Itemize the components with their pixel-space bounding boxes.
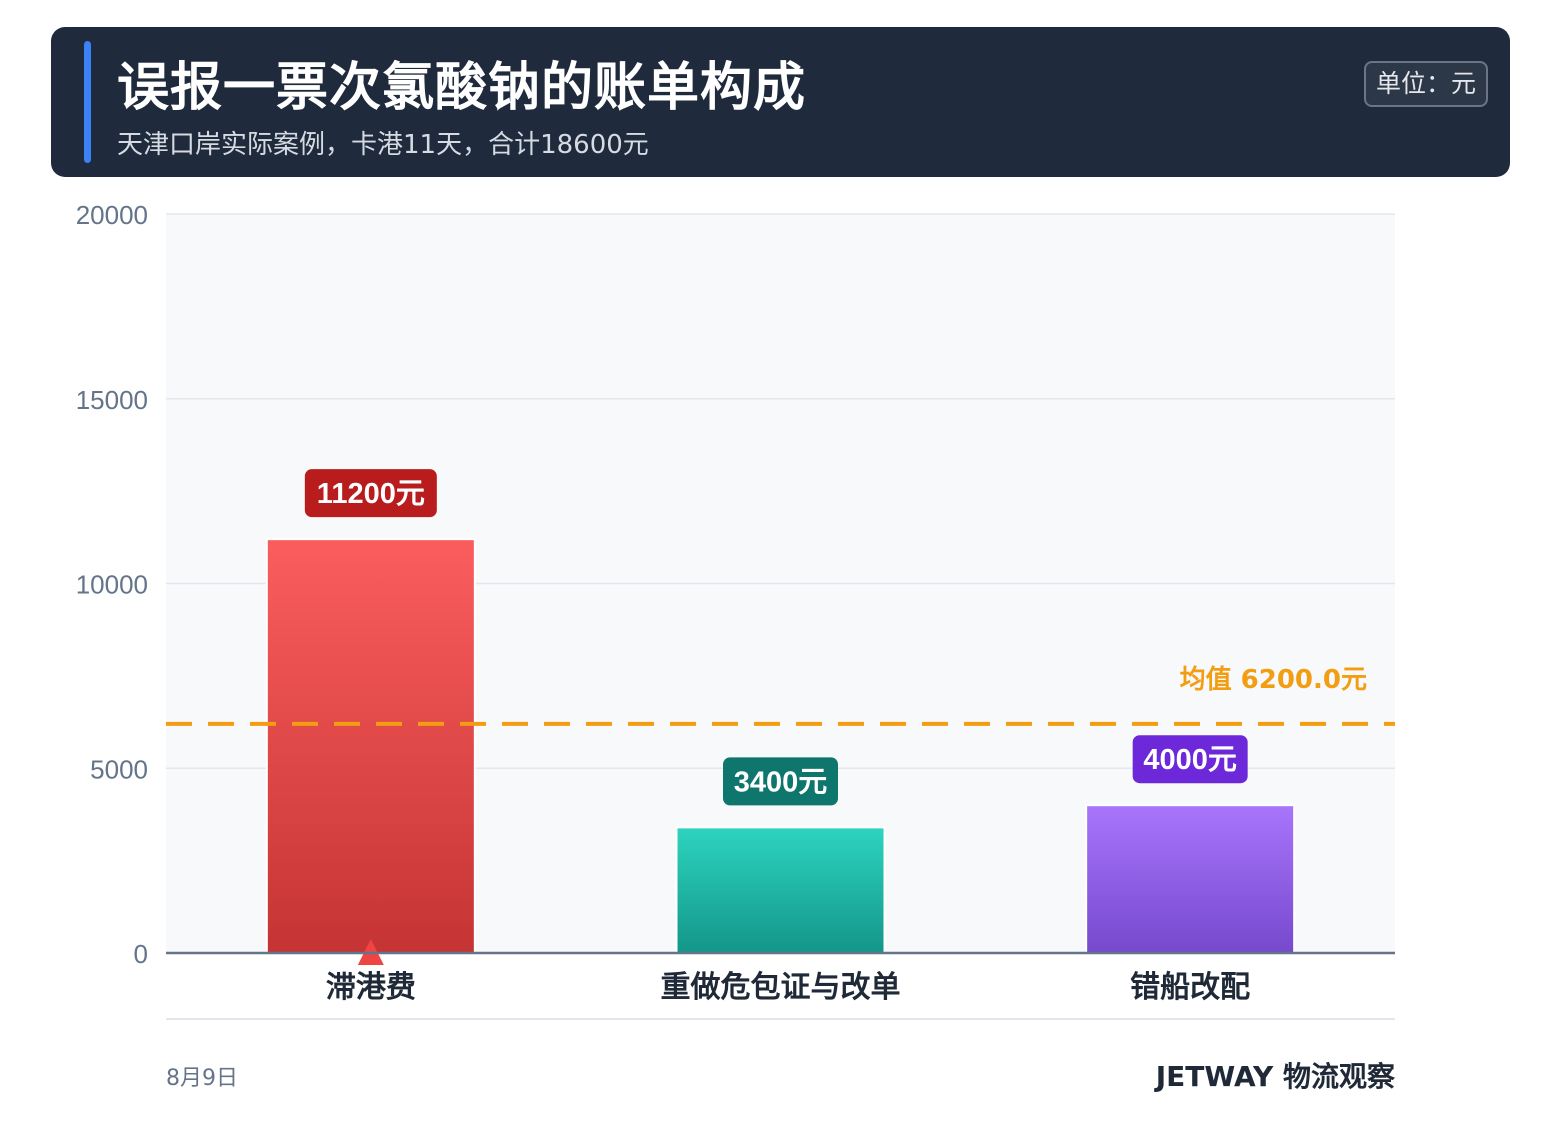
- y-tick-label: 15000: [76, 385, 148, 415]
- data-label: 4000元: [1143, 744, 1237, 776]
- y-tick-label: 0: [134, 939, 148, 969]
- data-label: 3400元: [734, 766, 828, 798]
- data-label-badge: [723, 757, 838, 806]
- y-tick-label: 10000: [76, 570, 148, 600]
- unit-badge: 单位：元: [1363, 61, 1488, 107]
- x-tick-label: 重做危包证与改单: [661, 970, 901, 1005]
- bar: [265, 538, 476, 954]
- y-tick-label: 20000: [76, 200, 148, 230]
- data-label-badge: [304, 469, 437, 518]
- header-banner: 误报一票次氯酸钠的账单构成 天津口岸实际案例，卡港11天，合计18600元 单位…: [51, 27, 1510, 177]
- y-tick-label: 5000: [90, 754, 148, 784]
- footer-date: 8月9日: [166, 1066, 238, 1091]
- x-tick-label: 滞港费: [326, 970, 416, 1005]
- mean-line-label: 均值 6200.0元: [1180, 665, 1367, 695]
- bar: [1085, 804, 1296, 955]
- footer-brand: JETWAY 物流观察: [1155, 1060, 1395, 1093]
- header-accent-bar: [84, 41, 91, 163]
- bar: [675, 826, 886, 954]
- x-tick-label: 错船改配: [1130, 970, 1250, 1005]
- chart-title: 误报一票次氯酸钠的账单构成: [117, 58, 807, 118]
- data-label: 11200元: [317, 478, 425, 510]
- data-label-badge: [1132, 735, 1248, 784]
- chart-subtitle: 天津口岸实际案例，卡港11天，合计18600元: [117, 130, 649, 160]
